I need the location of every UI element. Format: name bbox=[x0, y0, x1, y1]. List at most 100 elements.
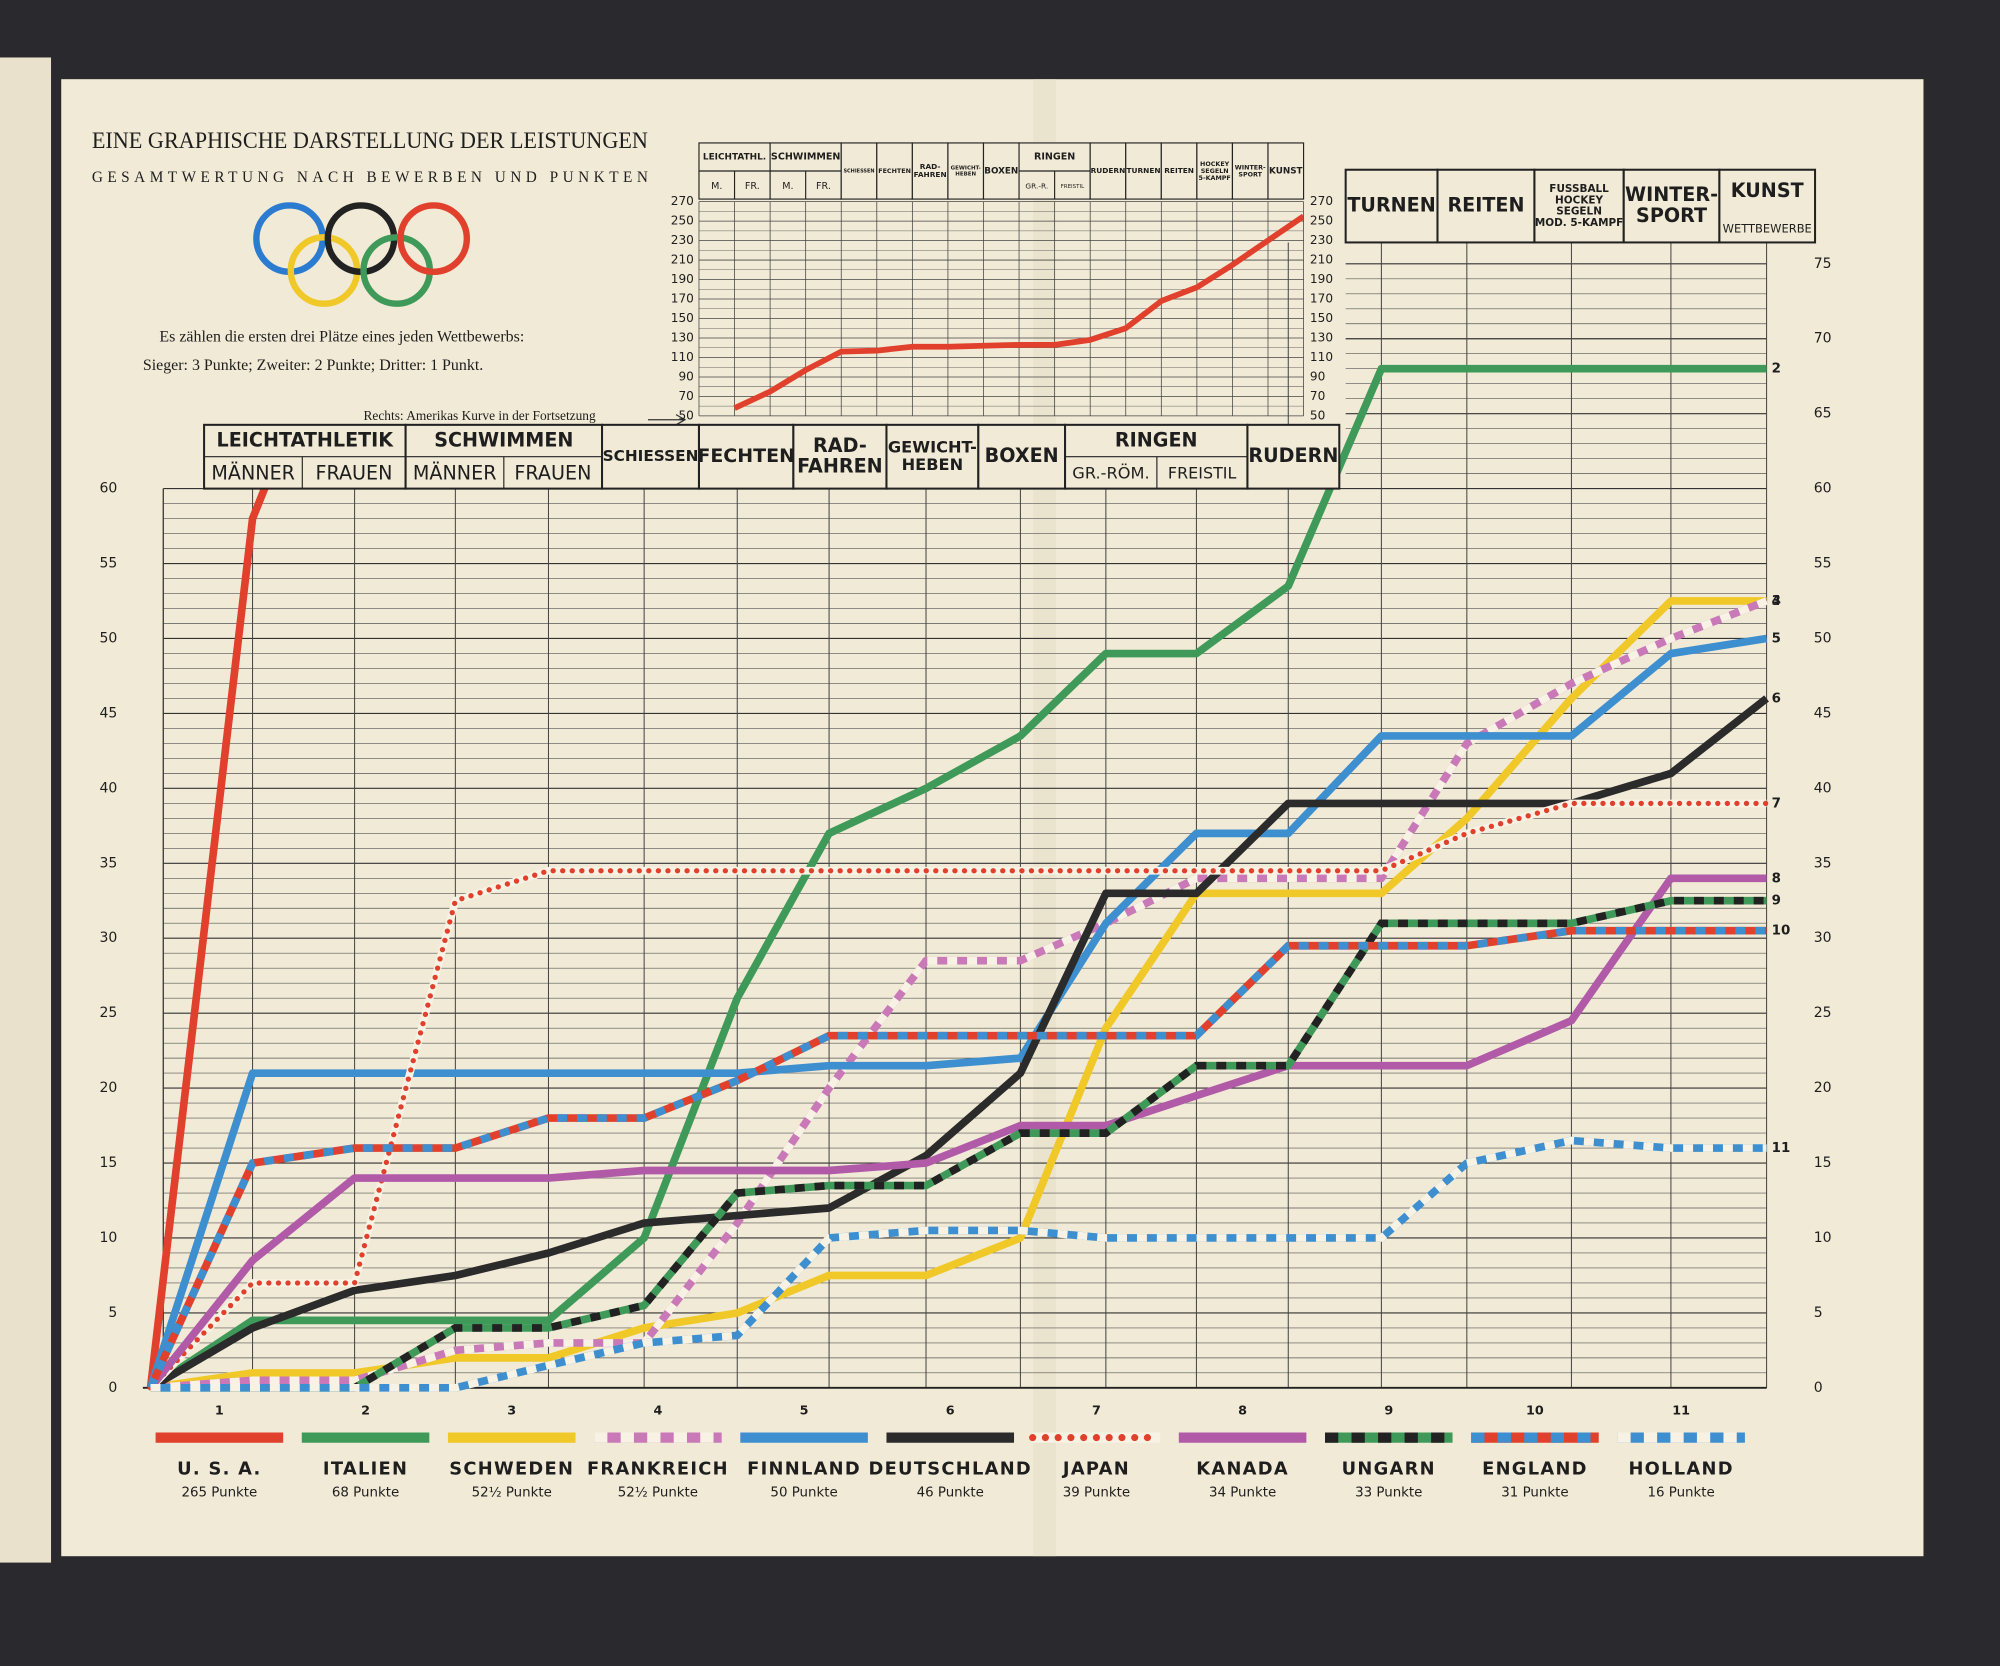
header-box bbox=[982, 142, 1020, 200]
data-line-pattern bbox=[147, 926, 1767, 1390]
legend-name: KANADA bbox=[1196, 1458, 1289, 1479]
y2-tick-label: 15 bbox=[1814, 1155, 1832, 1171]
header-subtitle: GR.-RÖM. bbox=[1072, 463, 1149, 482]
data-line bbox=[148, 364, 1767, 1392]
y-tick-label: 40 bbox=[100, 780, 118, 796]
legend-points: 33 Punkte bbox=[1355, 1485, 1422, 1500]
legend-rank: 2 bbox=[361, 1403, 370, 1418]
header-box bbox=[1196, 142, 1234, 200]
page-subtitle: GESAMTWERTUNG NACH BEWERBEN UND PUNKTEN bbox=[92, 169, 648, 186]
data-line bbox=[148, 695, 1769, 1392]
y-tick-label: 35 bbox=[100, 855, 118, 871]
y2-tick-label: 60 bbox=[1814, 481, 1832, 497]
header-box bbox=[1160, 142, 1198, 200]
y2-tick-label: 20 bbox=[1814, 1080, 1832, 1096]
legend-rank: 4 bbox=[653, 1403, 662, 1418]
header-title: HEBEN bbox=[902, 455, 964, 474]
end-label: 6 bbox=[1772, 691, 1781, 706]
y-tick-label: 150 bbox=[671, 311, 694, 325]
header-title: SPORT bbox=[1238, 170, 1262, 178]
header-subtitle: MÄNNER bbox=[413, 461, 497, 484]
plot-lines bbox=[733, 213, 1304, 411]
header-title: KUNST bbox=[1269, 167, 1303, 177]
header-box bbox=[697, 423, 795, 490]
header-title: WINTER- bbox=[1235, 164, 1266, 172]
header-subtitle: M. bbox=[782, 181, 793, 192]
data-line bbox=[733, 213, 1304, 411]
y-tick-label: 110 bbox=[671, 350, 694, 364]
header-title: SPORT bbox=[1636, 204, 1707, 227]
y2-tick-label: 10 bbox=[1814, 1230, 1832, 1246]
y-tick-label: 250 bbox=[671, 214, 694, 228]
y-tick-label: 60 bbox=[100, 481, 118, 497]
header-title: RAD- bbox=[813, 434, 867, 457]
plot-lines bbox=[146, 248, 1771, 1392]
legend-points: 39 Punkte bbox=[1063, 1485, 1130, 1500]
header-title: BOXEN bbox=[985, 444, 1059, 467]
y2-tick-label: 90 bbox=[1310, 369, 1325, 383]
data-line-pattern bbox=[150, 1136, 1767, 1392]
legend-points: 265 Punkte bbox=[181, 1485, 257, 1500]
header-subtitle: MÄNNER bbox=[211, 461, 295, 484]
y-tick-label: 210 bbox=[671, 253, 694, 267]
legend-points: 52½ Punkte bbox=[472, 1485, 552, 1500]
header-title: SCHWIMMEN bbox=[434, 428, 573, 451]
y2-tick-label: 0 bbox=[1814, 1380, 1823, 1396]
header-title: RINGEN bbox=[1115, 428, 1198, 451]
header-box bbox=[1089, 142, 1127, 200]
header-title: RUDERN bbox=[1091, 166, 1126, 175]
y-tick-label: 270 bbox=[671, 194, 694, 208]
y-tick-label: 50 bbox=[678, 408, 693, 422]
y2-tick-label: 75 bbox=[1814, 256, 1832, 272]
legend-name: JAPAN bbox=[1062, 1458, 1130, 1479]
y-tick-label: 5 bbox=[108, 1305, 117, 1321]
data-line-pattern bbox=[150, 597, 1768, 1392]
header-title: FECHTEN bbox=[878, 167, 911, 175]
y2-tick-label: 5 bbox=[1814, 1305, 1823, 1321]
end-label: 7 bbox=[1772, 796, 1781, 811]
legend-rank: 6 bbox=[946, 1403, 955, 1418]
legend-rank: 3 bbox=[507, 1403, 516, 1418]
header-box bbox=[1246, 423, 1341, 490]
y2-tick-label: 170 bbox=[1310, 292, 1333, 306]
note-line: Es zählen die ersten drei Plätze eines j… bbox=[159, 329, 524, 346]
legend-name: HOLLAND bbox=[1628, 1458, 1733, 1479]
y-tick-label: 190 bbox=[671, 272, 694, 286]
header-subtitle: FRAUEN bbox=[514, 461, 591, 484]
ring bbox=[397, 202, 471, 275]
y2-tick-label: 150 bbox=[1310, 311, 1333, 325]
olympic-rings bbox=[253, 202, 471, 307]
header-title: GEWICHT- bbox=[888, 437, 977, 456]
header-subtitle: FRAUEN bbox=[315, 461, 392, 484]
y2-tick-label: 45 bbox=[1814, 705, 1832, 721]
legend-points: 31 Punkte bbox=[1501, 1485, 1568, 1500]
y-tick-label: 90 bbox=[678, 369, 693, 383]
header-subtitle: FREISTIL bbox=[1168, 463, 1237, 482]
data-line bbox=[146, 634, 1768, 1390]
legend-name: DEUTSCHLAND bbox=[869, 1458, 1033, 1479]
y2-tick-label: 40 bbox=[1814, 780, 1832, 796]
data-line-pattern bbox=[150, 896, 1767, 1392]
y-tick-label: 55 bbox=[100, 556, 118, 572]
header-title: RINGEN bbox=[1034, 151, 1075, 162]
header-title: FAHREN bbox=[914, 170, 947, 179]
end-label: 10 bbox=[1772, 924, 1791, 939]
header-box bbox=[1344, 168, 1439, 244]
y2-tick-label: 25 bbox=[1814, 1005, 1832, 1021]
y2-tick-label: 65 bbox=[1814, 406, 1832, 422]
y-tick-label: 170 bbox=[671, 292, 694, 306]
legend-name: ITALIEN bbox=[323, 1458, 408, 1479]
end-label: 9 bbox=[1772, 894, 1781, 909]
header-title: KUNST bbox=[1731, 179, 1804, 202]
header-subtitle: FR. bbox=[745, 181, 760, 192]
y2-tick-label: 230 bbox=[1310, 233, 1333, 247]
legend-name: SCHWEDEN bbox=[449, 1458, 574, 1479]
header-title: HOCKEY bbox=[1555, 194, 1603, 206]
header-box bbox=[1718, 168, 1817, 244]
header-title: FAHREN bbox=[797, 455, 882, 478]
y2-tick-label: 70 bbox=[1814, 331, 1832, 347]
header-subtitle: FR. bbox=[816, 181, 831, 192]
y2-tick-label: 50 bbox=[1814, 630, 1832, 646]
header-subtitle: M. bbox=[711, 181, 722, 192]
